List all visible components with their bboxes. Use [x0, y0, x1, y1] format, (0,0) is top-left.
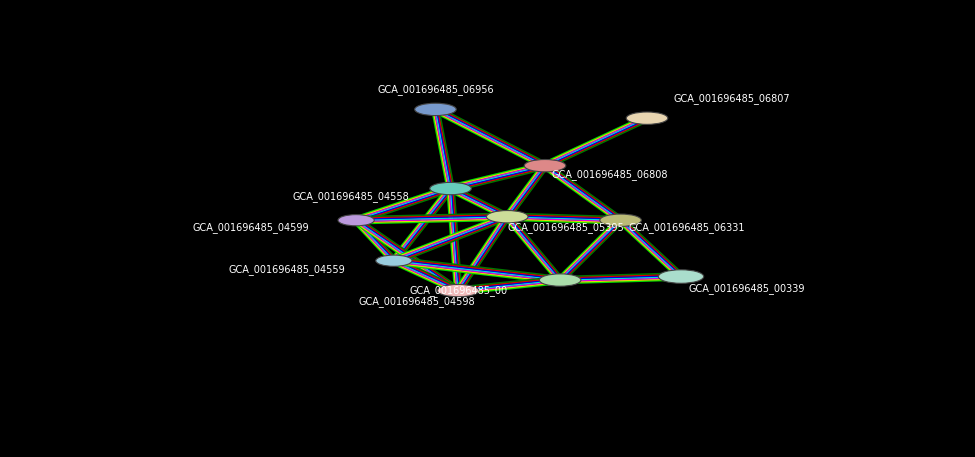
- Ellipse shape: [430, 182, 471, 195]
- Text: GCA_001696485_06331: GCA_001696485_06331: [628, 223, 745, 234]
- Ellipse shape: [438, 284, 479, 297]
- Ellipse shape: [626, 112, 668, 124]
- Ellipse shape: [414, 103, 456, 116]
- Text: GCA_001696485_06956: GCA_001696485_06956: [377, 85, 493, 96]
- Ellipse shape: [375, 255, 412, 266]
- Text: GCA_001696485_00339: GCA_001696485_00339: [688, 283, 805, 294]
- Ellipse shape: [338, 215, 374, 226]
- Ellipse shape: [600, 214, 642, 226]
- Ellipse shape: [487, 211, 528, 223]
- Text: GCA_001696485_04598: GCA_001696485_04598: [358, 296, 475, 307]
- Text: GCA_001696485_04559: GCA_001696485_04559: [228, 264, 345, 275]
- Text: GCA_001696485_06808: GCA_001696485_06808: [551, 169, 668, 180]
- Ellipse shape: [539, 274, 581, 286]
- Text: GCA_001696485_04599: GCA_001696485_04599: [193, 223, 309, 234]
- Text: GCA_001696485_06807: GCA_001696485_06807: [674, 93, 790, 104]
- Text: GCA_001696485_04558: GCA_001696485_04558: [292, 191, 410, 202]
- Ellipse shape: [525, 159, 566, 172]
- Text: GCA_001696485_05395: GCA_001696485_05395: [507, 222, 624, 233]
- Text: GCA_001696485_00: GCA_001696485_00: [410, 285, 507, 296]
- Ellipse shape: [658, 270, 704, 283]
